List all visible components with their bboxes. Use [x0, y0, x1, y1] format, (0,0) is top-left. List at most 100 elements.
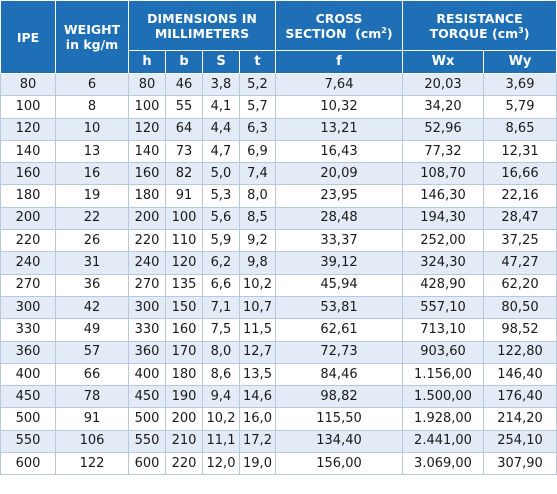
cell-s: 4,1: [202, 95, 240, 119]
cell-h: 240: [128, 251, 166, 275]
cell-t: 10,7: [239, 295, 276, 320]
header-h: h: [128, 50, 166, 74]
cell-t: 5,2: [239, 72, 276, 97]
cell-wy: 28,47: [482, 206, 557, 231]
cell-s: 7,5: [202, 318, 240, 342]
header-resistance-line2: TORQUE (cm: [429, 25, 519, 41]
cell-ipe: 500: [0, 407, 56, 431]
cell-f: 33,37: [275, 229, 403, 253]
cell-weight: 78: [55, 385, 129, 409]
cell-b: 82: [165, 162, 203, 186]
cell-ipe: 360: [0, 340, 56, 364]
cell-wx: 77,32: [402, 139, 484, 164]
cell-h: 500: [128, 407, 166, 431]
cell-wy: 254,10: [482, 429, 557, 454]
cell-wy: 122,80: [482, 340, 557, 364]
cell-f: 53,81: [275, 295, 403, 320]
table-row: 200 22 200 100 5,6 8,5 28,48 194,30 28,47: [0, 206, 557, 231]
header-weight-line2: in kg/m: [65, 37, 119, 52]
cell-s: 4,4: [202, 117, 240, 141]
cell-b: 180: [165, 362, 203, 387]
cell-f: 23,95: [275, 184, 403, 208]
cell-wx: 903,60: [402, 340, 484, 364]
cell-b: 150: [165, 295, 203, 320]
cell-wy: 16,66: [482, 162, 557, 186]
cell-ipe: 140: [0, 139, 56, 164]
cell-b: 64: [165, 117, 203, 141]
cell-h: 300: [128, 295, 166, 320]
cell-wy: 98,52: [482, 318, 557, 342]
cell-wx: 428,90: [402, 273, 484, 297]
cell-s: 10,2: [202, 407, 240, 431]
cell-t: 7,4: [239, 162, 276, 186]
header-weight-line1: WEIGHT: [63, 22, 121, 37]
cell-ipe: 100: [0, 95, 56, 119]
cell-t: 8,0: [239, 184, 276, 208]
cell-wy: 80,50: [482, 295, 557, 320]
cell-t: 11,5: [239, 318, 276, 342]
cell-wx: 324,30: [402, 251, 484, 275]
table-row: 160 16 160 82 5,0 7,4 20,09 108,70 16,66: [0, 162, 557, 186]
cell-weight: 8: [55, 95, 129, 119]
cell-weight: 26: [55, 229, 129, 253]
cell-weight: 42: [55, 295, 129, 320]
cell-b: 73: [165, 139, 203, 164]
cell-wy: 62,20: [482, 273, 557, 297]
cell-t: 12,7: [239, 340, 276, 364]
table-row: 360 57 360 170 8,0 12,7 72,73 903,60 122,80: [0, 340, 557, 364]
table-row: 270 36 270 135 6,6 10,2 45,94 428,90 62,20: [0, 273, 557, 297]
cell-s: 5,3: [202, 184, 240, 208]
header-b: b: [165, 50, 203, 74]
cell-s: 3,8: [202, 72, 240, 97]
cell-h: 600: [128, 452, 166, 476]
cell-h: 80: [128, 72, 166, 97]
header-ipe: IPE: [0, 0, 56, 74]
cell-weight: 36: [55, 273, 129, 297]
cell-f: 98,82: [275, 385, 403, 409]
cell-f: 10,32: [275, 95, 403, 119]
cell-b: 91: [165, 184, 203, 208]
table-row: 180 19 180 91 5,3 8,0 23,95 146,30 22,16: [0, 184, 557, 208]
cell-f: 13,21: [275, 117, 403, 141]
cell-t: 13,5: [239, 362, 276, 387]
cell-wx: 52,96: [402, 117, 484, 141]
cell-wx: 1.928,00: [402, 407, 484, 431]
cell-ipe: 450: [0, 385, 56, 409]
header-resistance-close: ): [523, 25, 530, 41]
cell-h: 100: [128, 95, 166, 119]
cell-t: 17,2: [239, 429, 276, 454]
cell-b: 210: [165, 429, 203, 454]
table-row: 450 78 450 190 9,4 14,6 98,82 1.500,00 176,40: [0, 385, 557, 409]
cell-t: 9,8: [239, 251, 276, 275]
cell-wy: 37,25: [482, 229, 557, 253]
cell-b: 200: [165, 407, 203, 431]
header-resistance-sup: 3: [518, 25, 524, 35]
cell-s: 4,7: [202, 139, 240, 164]
cell-f: 7,64: [275, 72, 403, 97]
cell-weight: 106: [55, 429, 129, 454]
cell-h: 180: [128, 184, 166, 208]
cell-t: 10,2: [239, 273, 276, 297]
cell-weight: 57: [55, 340, 129, 364]
cell-h: 360: [128, 340, 166, 364]
cell-t: 14,6: [239, 385, 276, 409]
cell-ipe: 300: [0, 295, 56, 320]
cell-f: 16,43: [275, 139, 403, 164]
cell-wx: 146,30: [402, 184, 484, 208]
cell-h: 550: [128, 429, 166, 454]
cell-s: 6,2: [202, 251, 240, 275]
header-dimensions-line1: DIMENSIONS IN: [147, 10, 257, 26]
table-row: 140 13 140 73 4,7 6,9 16,43 77,32 12,31: [0, 139, 557, 164]
cell-h: 330: [128, 318, 166, 342]
table-row: 240 31 240 120 6,2 9,8 39,12 324,30 47,27: [0, 251, 557, 275]
cell-f: 62,61: [275, 318, 403, 342]
header-f: f: [275, 50, 403, 74]
cell-s: 6,6: [202, 273, 240, 297]
header-row-main: IPE WEIGHT in kg/m DIMENSIONS IN MILLIME…: [0, 0, 557, 74]
cell-wy: 5,79: [482, 95, 557, 119]
header-wx: Wx: [402, 50, 484, 74]
cell-wx: 1.500,00: [402, 385, 484, 409]
cell-ipe: 550: [0, 429, 56, 454]
cell-h: 450: [128, 385, 166, 409]
cell-wy: 8,65: [482, 117, 557, 141]
